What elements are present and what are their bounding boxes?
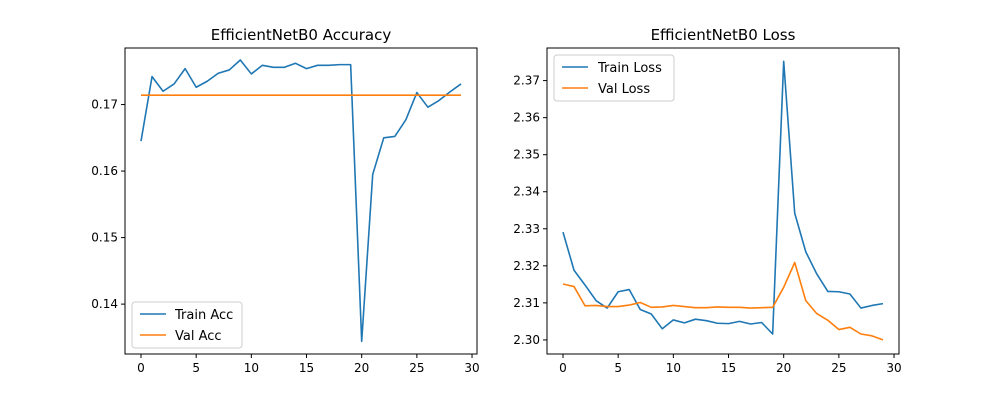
plot-area-frame <box>546 47 900 355</box>
x-tick-label: 20 <box>776 361 791 375</box>
x-tick-label: 5 <box>192 361 200 375</box>
loss-chart: EfficientNetB0 Loss 0 5 10 15 20 25 30 2.302.3… <box>513 26 901 375</box>
legend: Train Loss Val Loss <box>553 54 675 102</box>
x-tick-label: 30 <box>464 361 479 375</box>
y-axis-ticks: 2.30 2.31 2.32 2.33 2.34 2.35 2.36 2.37 <box>513 74 547 347</box>
y-axis-ticks: 0.14 0.15 0.16 0.17 <box>91 98 125 311</box>
y-tick-label: 0.14 <box>91 297 118 311</box>
x-tick-label: 30 <box>886 361 901 375</box>
y-tick-label: 2.36 <box>513 111 540 125</box>
y-tick-label: 2.31 <box>513 296 540 310</box>
x-tick-label: 10 <box>666 361 681 375</box>
accuracy-chart: EfficientNetB0 Accuracy 0 5 10 15 20 25 30 0.1… <box>91 26 479 375</box>
y-tick-label: 0.16 <box>91 164 118 178</box>
x-axis-ticks: 0 5 10 15 20 25 30 <box>137 354 480 375</box>
y-tick-label: 2.37 <box>513 74 540 88</box>
chart-title: EfficientNetB0 Accuracy <box>211 26 392 44</box>
legend-label-val-loss: Val Loss <box>598 82 650 97</box>
x-tick-label: 25 <box>409 361 424 375</box>
y-tick-label: 0.15 <box>91 231 118 245</box>
series-line-train-loss <box>562 60 884 335</box>
y-tick-label: 2.30 <box>513 333 540 347</box>
legend: Train Acc Val Acc <box>131 301 243 349</box>
x-tick-label: 25 <box>831 361 846 375</box>
legend-label-val-acc: Val Acc <box>175 329 222 344</box>
x-tick-label: 15 <box>299 361 314 375</box>
series-line-val-loss <box>562 261 884 341</box>
x-axis-ticks: 0 5 10 15 20 25 30 <box>559 354 902 375</box>
x-tick-label: 15 <box>721 361 736 375</box>
plot-area-frame <box>124 47 478 355</box>
y-tick-label: 0.17 <box>91 98 118 112</box>
x-tick-label: 0 <box>137 361 145 375</box>
series-layer <box>562 60 884 341</box>
series-line-train-acc <box>140 59 462 343</box>
x-tick-label: 5 <box>614 361 622 375</box>
x-tick-label: 20 <box>354 361 369 375</box>
legend-label-train-acc: Train Acc <box>174 308 233 323</box>
y-tick-label: 2.35 <box>513 148 540 162</box>
y-tick-label: 2.33 <box>513 222 540 236</box>
chart-title: EfficientNetB0 Loss <box>651 26 796 44</box>
x-tick-label: 10 <box>244 361 259 375</box>
series-layer <box>140 59 462 343</box>
y-tick-label: 2.34 <box>513 185 540 199</box>
legend-label-train-loss: Train Loss <box>597 61 662 76</box>
y-tick-label: 2.32 <box>513 259 540 273</box>
x-tick-label: 0 <box>559 361 567 375</box>
